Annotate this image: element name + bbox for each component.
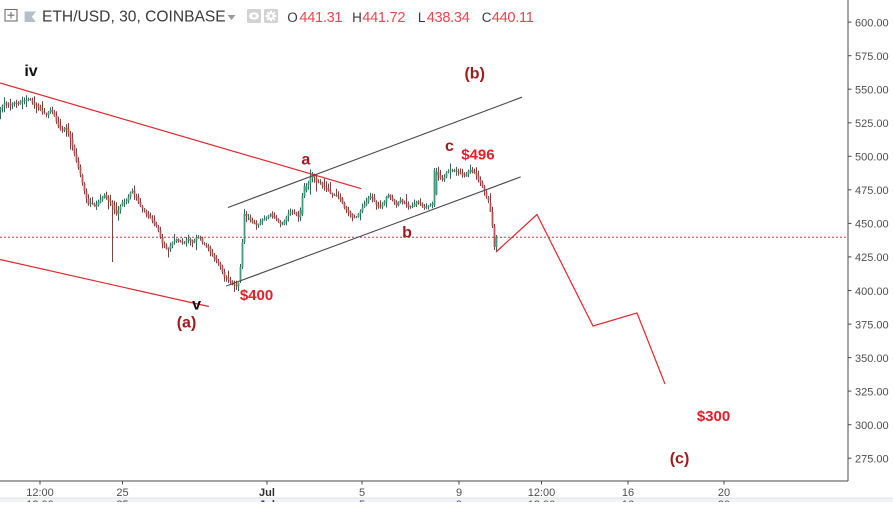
svg-text:425.00: 425.00 <box>855 252 889 264</box>
svg-text:550.00: 550.00 <box>855 85 889 97</box>
svg-text:441.31: 441.31 <box>299 10 342 26</box>
svg-text:b: b <box>402 224 412 241</box>
svg-text:375.00: 375.00 <box>855 319 889 331</box>
svg-text:Jul: Jul <box>259 487 275 499</box>
svg-text:v: v <box>192 297 201 314</box>
svg-text:500.00: 500.00 <box>855 152 889 164</box>
svg-text:a: a <box>301 152 310 169</box>
svg-text:20: 20 <box>718 487 730 499</box>
svg-text:$300: $300 <box>697 408 730 425</box>
svg-text:16: 16 <box>622 487 634 499</box>
svg-text:$496: $496 <box>461 147 494 164</box>
svg-text:C: C <box>482 10 492 25</box>
svg-text:(c): (c) <box>670 451 690 468</box>
svg-text:325.00: 325.00 <box>855 386 889 398</box>
svg-text:H: H <box>352 10 362 25</box>
svg-text:iv: iv <box>24 63 37 80</box>
svg-text:12:00: 12:00 <box>26 487 54 499</box>
svg-text:438.34: 438.34 <box>427 10 470 26</box>
svg-text:475.00: 475.00 <box>855 185 889 197</box>
svg-text:350.00: 350.00 <box>855 353 889 365</box>
svg-text:O: O <box>287 10 298 25</box>
svg-text:(b): (b) <box>464 66 484 83</box>
svg-text:450.00: 450.00 <box>855 219 889 231</box>
svg-text:L: L <box>418 10 426 25</box>
svg-text:300.00: 300.00 <box>855 420 889 432</box>
svg-text:5: 5 <box>359 487 365 499</box>
svg-text:275.00: 275.00 <box>855 454 889 466</box>
svg-text:c: c <box>445 138 454 155</box>
svg-text:400.00: 400.00 <box>855 286 889 298</box>
svg-text:$400: $400 <box>240 287 273 304</box>
svg-text:525.00: 525.00 <box>855 118 889 130</box>
svg-text:575.00: 575.00 <box>855 51 889 63</box>
svg-text:440.11: 440.11 <box>492 10 534 26</box>
svg-text:(a): (a) <box>177 315 197 332</box>
svg-text:12:00: 12:00 <box>528 487 556 499</box>
svg-text:25: 25 <box>116 487 128 499</box>
svg-text:441.72: 441.72 <box>362 10 405 26</box>
svg-text:9: 9 <box>456 487 462 499</box>
svg-text:600.00: 600.00 <box>855 17 889 29</box>
svg-text:ETH/USD, 30, COINBASE: ETH/USD, 30, COINBASE <box>42 9 226 26</box>
